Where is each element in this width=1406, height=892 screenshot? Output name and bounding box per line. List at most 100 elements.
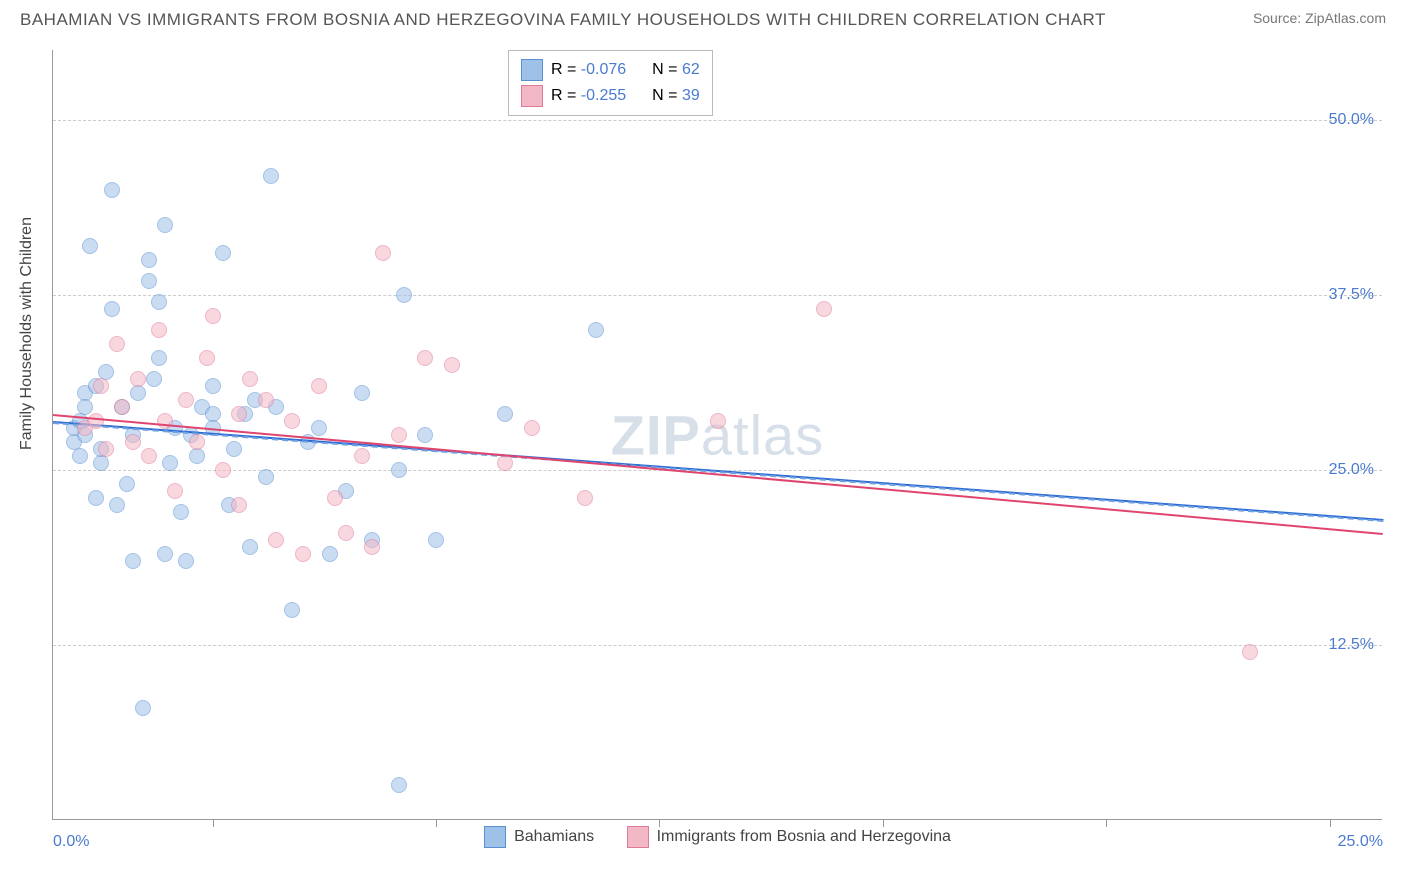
- y-axis-label: Family Households with Children: [18, 217, 36, 450]
- xtick: [883, 819, 884, 827]
- data-point: [1242, 644, 1258, 660]
- data-point: [284, 602, 300, 618]
- data-point: [205, 378, 221, 394]
- data-point: [391, 462, 407, 478]
- data-point: [231, 497, 247, 513]
- legend-stats-row: R = -0.076 N = 62: [521, 57, 700, 83]
- legend-stats-row: R = -0.255 N = 39: [521, 83, 700, 109]
- data-point: [497, 455, 513, 471]
- data-point: [354, 385, 370, 401]
- data-point: [391, 427, 407, 443]
- data-point: [93, 378, 109, 394]
- data-point: [173, 504, 189, 520]
- data-point: [119, 476, 135, 492]
- data-point: [322, 546, 338, 562]
- data-point: [125, 553, 141, 569]
- trend-line-dash: [53, 422, 1383, 522]
- legend-swatch-icon: [521, 59, 543, 81]
- data-point: [157, 217, 173, 233]
- data-point: [588, 322, 604, 338]
- data-point: [88, 490, 104, 506]
- data-point: [524, 420, 540, 436]
- data-point: [215, 245, 231, 261]
- legend-item: Bahamians: [484, 826, 594, 848]
- xtick-label: 0.0%: [53, 833, 89, 851]
- legend-series: Bahamians Immigrants from Bosnia and Her…: [53, 826, 1382, 853]
- legend-item: Immigrants from Bosnia and Herzegovina: [627, 826, 951, 848]
- ytick-label: 50.0%: [1329, 111, 1374, 129]
- data-point: [151, 294, 167, 310]
- data-point: [263, 168, 279, 184]
- watermark: ZIPatlas: [611, 402, 824, 467]
- legend-swatch-icon: [627, 826, 649, 848]
- data-point: [710, 413, 726, 429]
- data-point: [146, 371, 162, 387]
- data-point: [284, 413, 300, 429]
- legend-swatch-icon: [521, 85, 543, 107]
- data-point: [205, 308, 221, 324]
- data-point: [82, 238, 98, 254]
- xtick: [659, 819, 660, 827]
- legend-label: Immigrants from Bosnia and Herzegovina: [657, 828, 951, 846]
- data-point: [189, 434, 205, 450]
- xtick-label: 25.0%: [1338, 833, 1383, 851]
- data-point: [577, 490, 593, 506]
- data-point: [199, 350, 215, 366]
- xtick: [436, 819, 437, 827]
- data-point: [109, 497, 125, 513]
- data-point: [444, 357, 460, 373]
- data-point: [396, 287, 412, 303]
- data-point: [497, 406, 513, 422]
- chart-plot-area: ZIPatlas R = -0.076 N = 62 R = -0.255 N …: [52, 50, 1382, 820]
- data-point: [130, 385, 146, 401]
- data-point: [295, 546, 311, 562]
- data-point: [311, 420, 327, 436]
- trend-line: [53, 414, 1383, 535]
- xtick: [1330, 819, 1331, 827]
- data-point: [226, 441, 242, 457]
- data-point: [354, 448, 370, 464]
- source-label: Source: ZipAtlas.com: [1253, 10, 1386, 26]
- gridline: [53, 120, 1382, 121]
- data-point: [135, 700, 151, 716]
- data-point: [231, 406, 247, 422]
- data-point: [104, 182, 120, 198]
- data-point: [242, 371, 258, 387]
- legend-stats: R = -0.076 N = 62 R = -0.255 N = 39: [508, 50, 713, 116]
- data-point: [258, 469, 274, 485]
- data-point: [109, 336, 125, 352]
- xtick: [1106, 819, 1107, 827]
- data-point: [428, 532, 444, 548]
- legend-swatch-icon: [484, 826, 506, 848]
- legend-label: Bahamians: [514, 828, 594, 846]
- data-point: [72, 448, 88, 464]
- data-point: [375, 245, 391, 261]
- data-point: [178, 553, 194, 569]
- data-point: [98, 441, 114, 457]
- data-point: [816, 301, 832, 317]
- data-point: [130, 371, 146, 387]
- data-point: [167, 483, 183, 499]
- data-point: [125, 434, 141, 450]
- chart-title: BAHAMIAN VS IMMIGRANTS FROM BOSNIA AND H…: [20, 10, 1106, 30]
- gridline: [53, 645, 1382, 646]
- data-point: [417, 350, 433, 366]
- data-point: [93, 455, 109, 471]
- data-point: [338, 525, 354, 541]
- data-point: [189, 448, 205, 464]
- gridline: [53, 295, 1382, 296]
- data-point: [114, 399, 130, 415]
- data-point: [417, 427, 433, 443]
- data-point: [162, 455, 178, 471]
- data-point: [258, 392, 274, 408]
- data-point: [151, 322, 167, 338]
- data-point: [364, 539, 380, 555]
- data-point: [157, 413, 173, 429]
- xtick: [213, 819, 214, 827]
- data-point: [77, 399, 93, 415]
- data-point: [141, 448, 157, 464]
- data-point: [327, 490, 343, 506]
- data-point: [151, 350, 167, 366]
- data-point: [88, 413, 104, 429]
- data-point: [268, 532, 284, 548]
